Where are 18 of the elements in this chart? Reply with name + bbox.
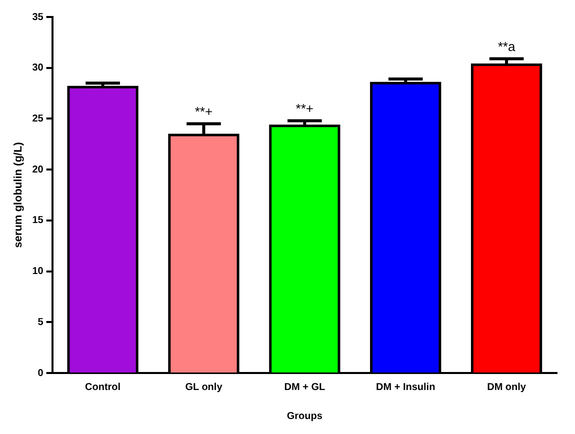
y-axis-title: serum globulin (g/L) — [12, 142, 25, 248]
x-axis-title: Groups — [286, 410, 323, 422]
annotation: **a — [498, 38, 516, 54]
y-tick-label: 20 — [32, 164, 44, 176]
x-tick-label: DM + Insulin — [376, 382, 436, 393]
x-tick-label: DM only — [487, 382, 526, 393]
y-tick-label: 0 — [38, 368, 44, 379]
y-tick-label: 5 — [38, 316, 44, 328]
y-tick-label: 15 — [32, 215, 44, 226]
y-tick-label: 10 — [32, 266, 44, 278]
x-tick-label: DM + GL — [284, 382, 326, 393]
x-tick-label: GL only — [185, 382, 223, 393]
y-tick-label: 25 — [32, 113, 44, 124]
annotation: **+ — [194, 104, 213, 119]
y-tick-label: 35 — [32, 12, 44, 23]
annotation: **+ — [296, 100, 314, 116]
y-tick-label: 30 — [32, 62, 44, 74]
x-tick-label: Control — [85, 382, 121, 393]
